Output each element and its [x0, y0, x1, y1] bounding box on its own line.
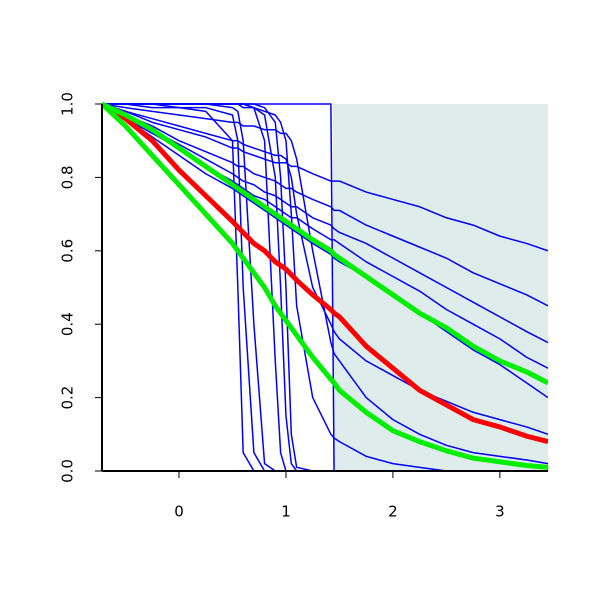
shaded-region	[333, 104, 548, 471]
x-tick-label: 3	[495, 503, 505, 521]
y-tick-label: 0.8	[59, 165, 77, 189]
y-tick-label: 0.2	[59, 386, 77, 410]
x-tick-label: 1	[281, 503, 291, 521]
x-tick-label: 2	[388, 503, 398, 521]
series-line	[102, 101, 548, 445]
x-tick-label: 0	[174, 503, 184, 521]
y-tick-label: 0.0	[59, 459, 77, 483]
plot-area	[102, 101, 548, 472]
series-line	[102, 102, 548, 470]
series-line	[102, 103, 548, 472]
y-tick-label: 1.0	[59, 92, 77, 116]
y-tick-label: 0.4	[59, 312, 77, 336]
series-line	[102, 103, 548, 252]
series-line	[102, 103, 548, 465]
series-line	[102, 101, 548, 386]
y-tick-label: 0.6	[59, 239, 77, 263]
series-line	[102, 103, 548, 307]
